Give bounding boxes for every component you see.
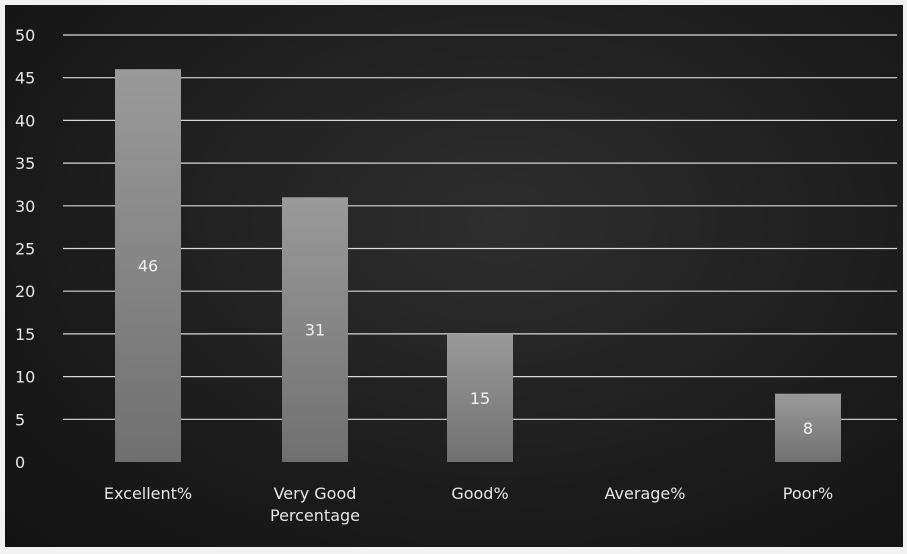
- bar-chart: 0 5 10 15 20 25 30 35 40 45 50 46 31 15 8 Excellent% V…: [15, 26, 897, 525]
- data-label-1: 31: [305, 321, 325, 340]
- bar-2: [447, 333, 513, 462]
- x-category-1: Very Good Percentage: [270, 484, 360, 525]
- x-category-3: Average%: [605, 484, 686, 503]
- y-tick-35: 35: [15, 154, 35, 173]
- bar-0: [115, 69, 181, 462]
- x-category-2: Good%: [451, 484, 508, 503]
- y-tick-40: 40: [15, 111, 35, 130]
- x-category-4: Poor%: [783, 484, 833, 503]
- x-category-0: Excellent%: [104, 484, 192, 503]
- y-tick-5: 5: [15, 410, 25, 429]
- y-tick-25: 25: [15, 240, 35, 259]
- bars: [115, 69, 841, 462]
- y-axis-ticks: 0 5 10 15 20 25 30 35 40 45 50: [15, 26, 35, 472]
- y-tick-10: 10: [15, 368, 35, 387]
- data-labels: 46 31 15 8: [138, 257, 813, 438]
- y-tick-30: 30: [15, 197, 35, 216]
- y-tick-20: 20: [15, 282, 35, 301]
- bar-4: [775, 393, 841, 462]
- chart-area: 0 5 10 15 20 25 30 35 40 45 50 46 31 15 8 Excellent% V…: [5, 5, 903, 547]
- data-label-4: 8: [803, 419, 813, 438]
- y-tick-50: 50: [15, 26, 35, 45]
- data-label-2: 15: [470, 389, 490, 408]
- data-label-0: 46: [138, 257, 158, 276]
- bar-1: [282, 197, 348, 462]
- gridlines: [63, 34, 897, 420]
- y-tick-45: 45: [15, 69, 35, 88]
- y-tick-0: 0: [15, 453, 25, 472]
- y-tick-15: 15: [15, 325, 35, 344]
- x-axis-categories: Excellent% Very Good Percentage Good% Averag…: [104, 484, 833, 525]
